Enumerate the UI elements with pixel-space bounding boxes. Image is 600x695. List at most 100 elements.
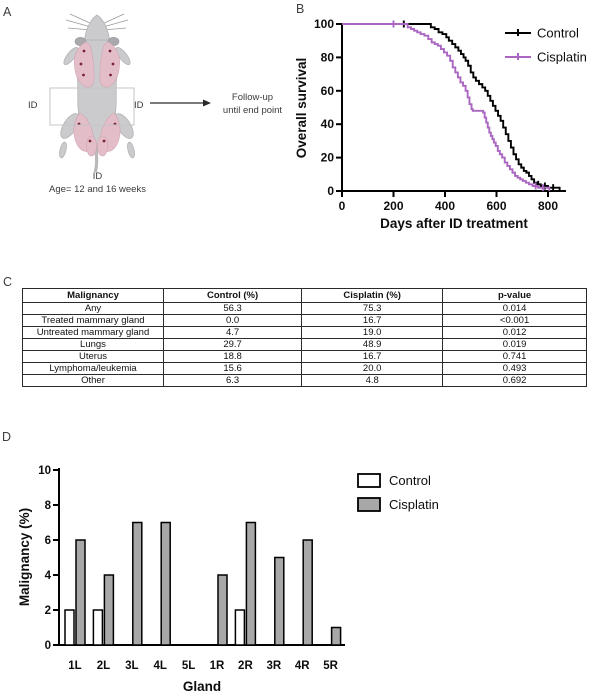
table-cell: Untreated mammary gland [22,326,164,339]
table-cell: 20.0 [301,362,444,375]
panel-a-caption: ID Age= 12 and 16 weeks [35,171,160,196]
y-tick-label: 8 [45,500,52,512]
bar-control-2L [92,609,104,646]
followup-line2: until end point [222,105,283,116]
x-axis-title: Gland [183,679,221,694]
x-category-label: 1L [68,660,81,672]
x-category-label: 5R [323,660,338,672]
x-category-label: 4R [295,660,310,672]
caption-line2: Age= 12 and 16 weeks [49,183,146,195]
table-cell: Lungs [22,338,164,351]
x-tick-label: 0 [339,199,346,213]
bar-cisplatin-3R [274,556,285,646]
table-cell: 0.019 [442,338,587,351]
table-row: Treated mammary gland 0.0 16.7 <0.001 [22,314,587,327]
y-axis-title: Overall survival [294,58,309,159]
y-tick-label: 2 [45,605,51,617]
table-cell: 15.6 [162,362,303,375]
bar-cisplatin-3L [132,521,143,646]
panel-b-label: B [296,2,305,16]
table-cell: Other [22,374,164,387]
table-cell: Any [22,302,164,315]
legend-swatch [357,497,381,512]
table-cell: 0.014 [442,302,587,315]
followup-arrow [150,99,211,107]
gland-bar-chart: 0 2 4 6 8 10 Control Cisplatin 1L 2L 3L 4L 5L 1R 2R 3R 4… [17,465,439,694]
survival-curve-cisplatin [342,23,551,191]
legend-label: Cisplatin [389,497,439,512]
y-tick-label: 20 [321,151,335,165]
y-tick-label: 60 [321,84,335,98]
x-tick-label: 400 [435,199,455,213]
table-row: Lungs 29.7 48.9 0.019 [22,338,587,351]
y-axis-title: Malignancy (%) [17,508,32,606]
id-label-left: ID [28,100,38,111]
bar-cisplatin-5R [330,626,342,646]
mouse-tail [93,144,99,173]
legend-label: Control [389,473,431,488]
table-cell: 4.7 [162,326,303,339]
table-cell: 0.741 [442,350,587,363]
followup-text: Follow-up until end point [205,91,300,117]
id-label-right: ID [134,100,144,111]
y-tick-label: 10 [38,465,51,477]
x-category-label: 1R [210,660,225,672]
x-category-label: 5L [182,660,195,672]
x-category-label: 3L [125,660,138,672]
table-cell: Lymphoma/leukemia [22,362,164,375]
malignancy-table-body: Any 56.3 75.3 0.014 Treated mammary gland 0.0… [22,302,587,387]
table-cell: 19.0 [301,326,444,339]
x-tick-label: 600 [486,199,506,213]
table-header-cell: Cisplatin (%) [301,288,444,303]
mouse-diagram [49,13,135,173]
malignancy-table: Malignancy Control (%) Cisplatin (%) p-valu… [22,288,587,387]
table-cell: 4.8 [301,374,444,387]
table-cell: 0.692 [442,374,587,387]
table-cell: 29.7 [162,338,303,351]
bar-cisplatin-4R [302,539,313,646]
x-category-label: 4L [153,660,166,672]
table-cell: 16.7 [301,314,444,327]
table-cell: 6.3 [162,374,303,387]
panel-a-label: A [3,5,12,19]
x-tick-label: 200 [383,199,403,213]
followup-line1: Follow-up [231,92,274,103]
injection-region-box [49,87,135,126]
bar-cisplatin-1R [217,574,228,646]
table-cell: 18.8 [162,350,303,363]
y-tick-label: 40 [321,117,335,131]
table-row: Lymphoma/leukemia 15.6 20.0 0.493 [22,362,587,375]
legend-swatch [357,473,381,488]
y-tick-label: 100 [314,17,334,31]
table-cell: 48.9 [301,338,444,351]
y-tick-label: 80 [321,50,335,64]
bar-cisplatin-4L [160,521,171,646]
table-cell: Uterus [22,350,164,363]
table-row: Untreated mammary gland 4.7 19.0 0.012 [22,326,587,339]
table-cell: 0.012 [442,326,587,339]
bar-cisplatin-2L [103,574,115,646]
x-category-label: 3R [266,660,281,672]
bar-cisplatin-1L [75,539,86,646]
caption-line1: ID [92,171,103,182]
table-cell: 0.0 [162,314,303,327]
malignancy-table-head: Malignancy Control (%) Cisplatin (%) p-valu… [22,288,587,303]
x-axis-title: Days after ID treatment [380,216,528,231]
table-row: Other 6.3 4.8 0.692 [22,374,587,387]
panel-c-label: C [3,275,13,289]
y-tick-label: 4 [45,570,52,582]
table-header-cell: Control (%) [162,288,303,303]
x-category-label: 2L [97,660,110,672]
x-tick-label: 800 [538,199,558,213]
y-tick-label: 0 [327,184,334,198]
table-header-cell: p-value [442,288,587,303]
table-cell: 0.493 [442,362,587,375]
legend-label: Cisplatin [537,50,587,65]
survival-curve-control [342,23,561,191]
table-header-cell: Malignancy [22,288,164,303]
panel-d-label: D [2,430,12,444]
legend-label: Control [537,26,579,41]
y-tick-label: 0 [45,640,51,652]
y-tick-label: 6 [45,535,51,547]
